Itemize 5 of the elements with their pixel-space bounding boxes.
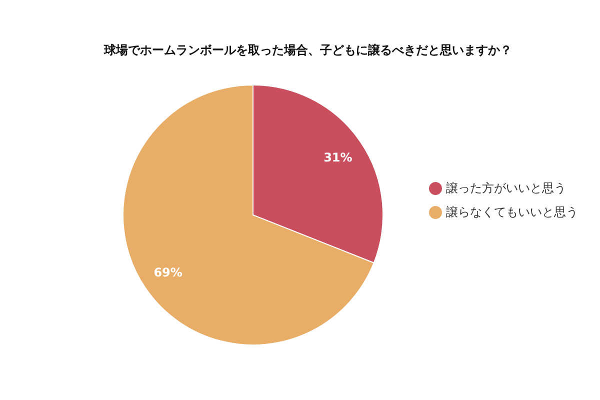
legend-label: 譲った方がいいと思う: [446, 181, 566, 195]
legend-label: 譲らなくてもいいと思う: [446, 205, 578, 219]
data-label: 69%: [154, 266, 182, 280]
chart-title: 球場でホームランボールを取った場合、子どもに譲るべきだと思いますか？: [102, 42, 513, 59]
data-label: 31%: [324, 150, 352, 164]
